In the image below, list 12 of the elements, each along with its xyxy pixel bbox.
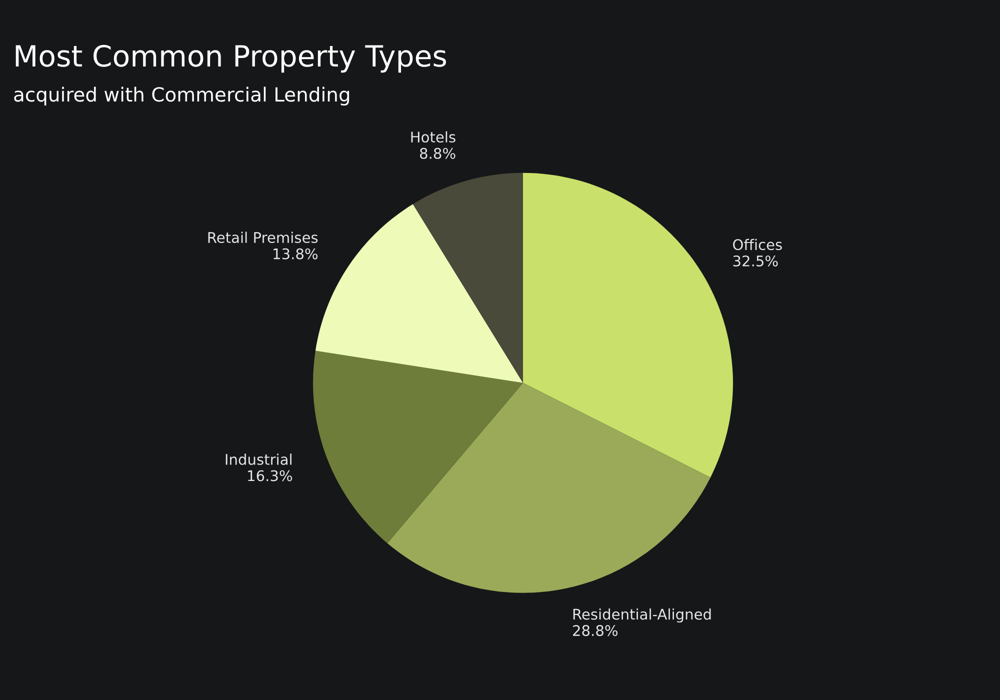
- slice-label: Residential-Aligned: [573, 608, 711, 623]
- data-label: 32.5%: [733, 255, 778, 266]
- data-label: 8.8%: [420, 148, 456, 159]
- slice-label: Hotels: [411, 131, 456, 143]
- data-label: 28.8%: [573, 625, 618, 636]
- chart-subtitle: acquired with Commercial Lending: [14, 86, 350, 106]
- slice-label: Industrial: [226, 454, 292, 465]
- slice-label: Retail Premises: [208, 232, 318, 244]
- data-label: 13.8%: [274, 248, 318, 260]
- slice-label: Offices: [733, 238, 782, 250]
- chart-title: Most Common Property Types: [16, 44, 446, 73]
- data-label: 16.3%: [248, 470, 292, 482]
